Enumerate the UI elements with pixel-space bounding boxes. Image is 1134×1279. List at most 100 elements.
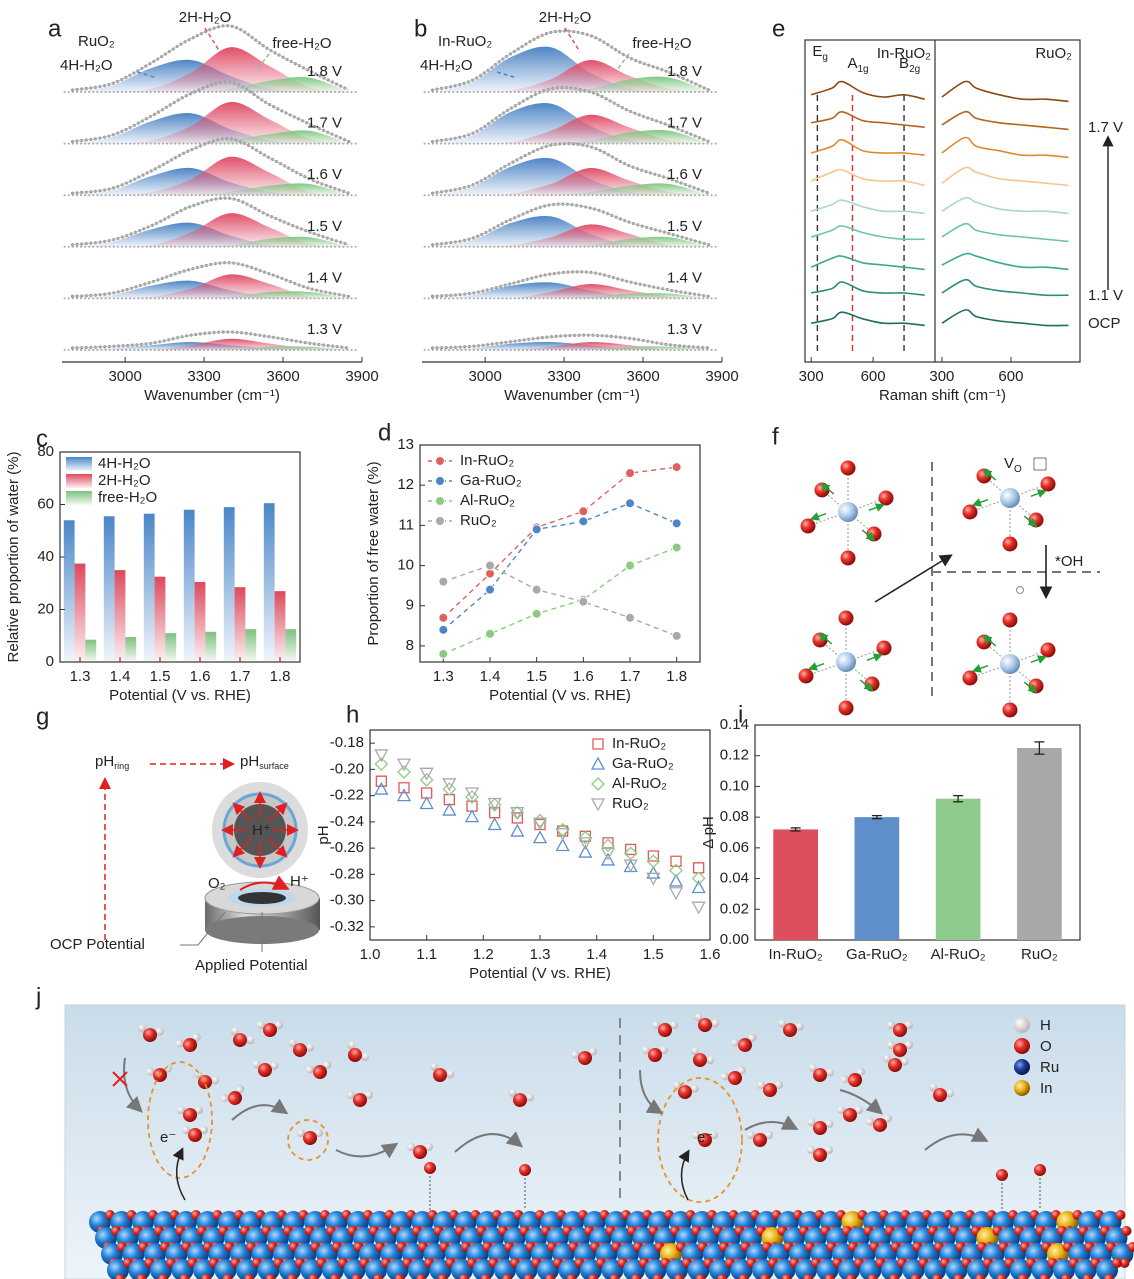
decoration [263, 1023, 277, 1037]
decoration [731, 1033, 757, 1052]
legend-label: Al-RuO₂ [460, 492, 515, 509]
ph-surface-label: pHsurface [240, 753, 289, 771]
point [646, 872, 661, 886]
x-tick-label: 1.1 [416, 946, 437, 963]
decoration [883, 1054, 909, 1072]
component-area [72, 77, 349, 93]
decoration [867, 1274, 878, 1279]
component-area [432, 76, 709, 93]
decoration [480, 1274, 491, 1279]
decoration [454, 1131, 524, 1153]
decoration [335, 1142, 399, 1159]
decoration [808, 1063, 834, 1082]
decoration [244, 1274, 254, 1279]
legend-label: Ga-RuO₂ [612, 755, 674, 772]
decoration [825, 1146, 833, 1154]
x-tick-label: 300 [929, 368, 954, 385]
decoration [642, 1046, 668, 1062]
x-tick-label: 1.3 [433, 668, 454, 685]
legend-label: 2H-H₂O [179, 9, 232, 26]
legend-label: O [1040, 1038, 1052, 1055]
legend-label: free-H₂O [632, 35, 691, 52]
y-tick-label: 9 [406, 597, 414, 614]
decoration [590, 798, 606, 812]
trace-label: 1.4 V [307, 269, 342, 286]
decoration [306, 1065, 315, 1074]
decoration [690, 1047, 715, 1067]
component-area [432, 346, 709, 351]
raman-trace [941, 110, 1069, 131]
point [442, 778, 457, 792]
y-tick-label: 40 [37, 548, 54, 565]
decoration [946, 1089, 955, 1098]
decoration [878, 490, 894, 506]
applied-label: Applied Potential [195, 957, 308, 974]
point [398, 782, 410, 794]
decoration [177, 1106, 185, 1114]
decoration [258, 1063, 272, 1077]
decoration [288, 1038, 297, 1047]
decoration [115, 1274, 125, 1279]
decoration [889, 1274, 899, 1279]
decoration [287, 1119, 329, 1161]
bar [935, 798, 981, 940]
decoration [175, 1039, 184, 1048]
decoration [288, 1038, 314, 1057]
decoration [720, 1072, 729, 1081]
decoration [800, 518, 816, 534]
decoration [200, 1126, 208, 1134]
decoration [348, 1048, 362, 1062]
proton-label: H⁺ [252, 822, 271, 839]
decoration [825, 1068, 834, 1077]
legend-label: free-H₂O [272, 35, 331, 52]
decoration [233, 1033, 247, 1047]
frame-label: RuO₂ [1035, 45, 1072, 62]
point [578, 596, 589, 607]
decoration [840, 1067, 866, 1087]
legend-label: 2H-H₂O [539, 9, 592, 26]
point [625, 843, 637, 856]
adsorbate-label: *OH [1055, 553, 1083, 570]
decoration [433, 1068, 447, 1082]
point [442, 802, 457, 816]
decoration [435, 496, 445, 506]
point [625, 498, 635, 509]
decoration [807, 1118, 816, 1127]
decoration [744, 1115, 799, 1131]
label-main: B [899, 55, 909, 72]
decoration [496, 71, 518, 79]
decoration [351, 1274, 362, 1279]
x-tick-label: 1.5 [526, 668, 547, 685]
raman-trace [941, 166, 1069, 187]
point [438, 612, 449, 623]
x-tick-label: 600 [861, 368, 886, 385]
point [485, 560, 495, 571]
ph-ring-label: pHring [95, 753, 129, 771]
decoration [1121, 1226, 1132, 1236]
component-area [72, 346, 349, 351]
decoration [230, 1027, 255, 1047]
decoration [136, 1274, 147, 1279]
point [623, 846, 638, 861]
label-sub: 1g [857, 64, 868, 75]
fit-envelope-line [432, 271, 709, 297]
decoration [155, 1027, 164, 1036]
point [374, 757, 389, 772]
legend-label: In-RuO₂ [460, 452, 514, 469]
decoration [211, 1076, 220, 1085]
decoration [807, 511, 849, 527]
decoration [975, 1274, 985, 1279]
peak-label: B2g [899, 55, 920, 75]
legend-label: RuO₂ [460, 512, 497, 529]
point [374, 749, 389, 763]
decoration [840, 550, 856, 566]
decoration [188, 1128, 202, 1142]
point [691, 880, 706, 894]
decoration [1014, 1080, 1030, 1096]
decoration [795, 1022, 804, 1031]
x-axis-label: Potential (V vs. RHE) [469, 965, 611, 982]
decoration [175, 1033, 201, 1052]
y-tick-label: 0.12 [720, 747, 749, 764]
decoration [257, 1021, 283, 1037]
vacancy-label: VO [1004, 455, 1022, 475]
